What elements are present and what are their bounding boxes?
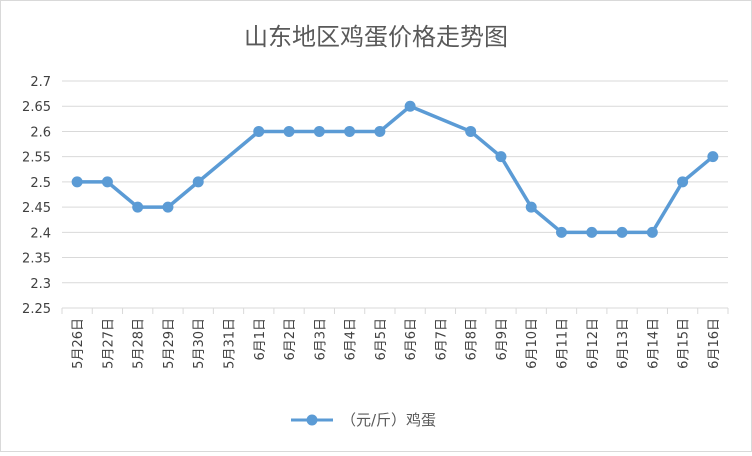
x-tick-label: 6月7日 [434,318,449,361]
x-tick-label: 6月8日 [465,318,480,361]
chart-title: 山东地区鸡蛋价格走势图 [244,23,508,51]
data-point [283,125,295,137]
x-tick-label: 6月16日 [707,318,722,369]
x-tick-label: 6月12日 [586,318,601,369]
y-tick-label: 2.3 [30,277,51,292]
x-tick-label: 6月11日 [556,318,571,369]
x-tick-label: 6月3日 [313,318,328,361]
x-tick-label: 5月26日 [71,318,86,369]
x-tick-label: 5月28日 [132,318,147,369]
legend: （元/斤）鸡蛋 [291,411,436,429]
data-point [404,100,416,112]
data-point [525,201,537,213]
y-tick-label: 2.35 [22,252,51,267]
legend-swatch-marker [306,414,318,426]
y-tick-label: 2.4 [30,226,51,241]
data-point [162,201,174,213]
data-point [313,125,325,137]
data-point [707,151,719,163]
y-tick-label: 2.6 [30,125,51,140]
legend-label: （元/斤）鸡蛋 [341,411,436,429]
data-point [616,226,628,238]
x-tick-label: 5月31日 [223,318,238,369]
x-tick-label: 6月6日 [404,318,419,361]
x-tick-label: 6月5日 [374,318,389,361]
x-tick-label: 6月2日 [283,318,298,361]
data-point [132,201,144,213]
data-point [374,125,386,137]
data-point [192,176,204,188]
x-tick-label: 5月30日 [192,318,207,369]
x-tick-label: 6月14日 [646,318,661,369]
y-tick-label: 2.45 [22,201,51,216]
data-point [71,176,83,188]
data-point [495,151,507,163]
gridlines [62,80,728,309]
x-tick-label: 6月4日 [344,318,359,361]
x-tick-label: 5月29日 [162,318,177,369]
data-point [646,226,658,238]
y-tick-label: 2.7 [30,75,51,90]
data-point [586,226,598,238]
x-axis-ticks: 5月26日 5月27日 5月28日 5月29日 5月30日 5月31日 6月1日 6月2日 6月… [61,308,729,369]
data-point [556,226,567,238]
data-point [253,125,265,137]
y-tick-label: 2.55 [22,151,51,166]
series-line [75,104,715,235]
x-tick-label: 6月15日 [677,318,692,369]
y-tick-label: 2.65 [22,100,51,115]
x-tick-label: 5月27日 [101,318,116,369]
y-axis-ticks: 2.25 2.3 2.35 2.4 2.45 2.5 2.55 2.6 2.65 2.7 [22,75,51,317]
x-tick-label: 6月1日 [253,318,268,361]
x-tick-label: 6月10日 [525,318,540,369]
y-tick-label: 2.25 [22,302,51,317]
series-points [71,100,719,238]
x-tick-label: 6月13日 [616,318,631,369]
data-point [677,176,689,188]
x-tick-label: 6月9日 [495,318,510,361]
series-lines [75,104,715,235]
data-point [101,176,113,188]
y-tick-label: 2.5 [30,176,51,191]
data-point [344,125,356,137]
data-point [465,125,477,137]
